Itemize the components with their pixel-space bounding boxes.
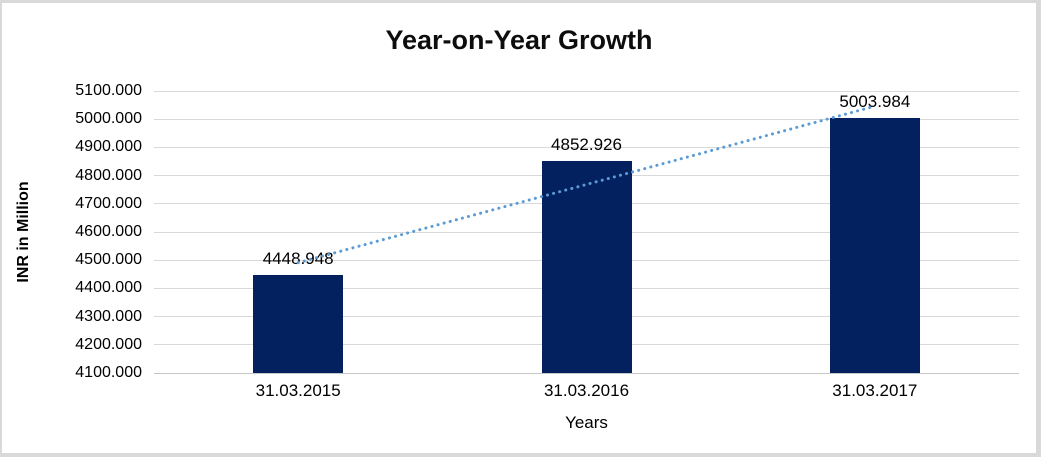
y-tick-label: 4300.000 xyxy=(75,307,142,325)
y-tick-label: 4700.000 xyxy=(75,194,142,212)
gridline xyxy=(154,90,1019,92)
y-tick-label: 4800.000 xyxy=(75,166,142,184)
y-tick-label: 4100.000 xyxy=(75,364,142,381)
y-tick-label: 4200.000 xyxy=(75,335,142,353)
plot-area: 4100.000 4200.000 4300.000 4400.000 4500.000… xyxy=(2,3,1036,453)
x-axis-title: Years xyxy=(565,413,608,432)
x-tick-label: 31.03.2015 xyxy=(255,381,341,400)
y-tick-label: 4400.000 xyxy=(75,279,142,297)
value-label: 4448.948 xyxy=(262,248,334,268)
x-axis-line xyxy=(154,372,1019,374)
value-label: 4852.926 xyxy=(551,134,622,154)
y-tick-label: 4900.000 xyxy=(75,138,142,156)
bar-31.03.2015[interactable] xyxy=(253,274,344,373)
x-tick-label: 31.03.2017 xyxy=(832,381,918,400)
chart-title: Year-on-Year Growth xyxy=(385,25,653,55)
bar-31.03.2017[interactable] xyxy=(829,118,920,373)
value-label: 5003.984 xyxy=(839,92,911,112)
y-tick-label: 4500.000 xyxy=(75,251,142,269)
y-tick-label: 4600.000 xyxy=(75,223,142,240)
y-tick-label: 5100.000 xyxy=(75,82,142,99)
y-tick-label: 5000.000 xyxy=(75,110,142,128)
x-tick-label: 31.03.2016 xyxy=(543,381,630,400)
y-axis-title: INR in Million xyxy=(15,181,32,283)
bar-31.03.2016[interactable] xyxy=(541,160,632,373)
